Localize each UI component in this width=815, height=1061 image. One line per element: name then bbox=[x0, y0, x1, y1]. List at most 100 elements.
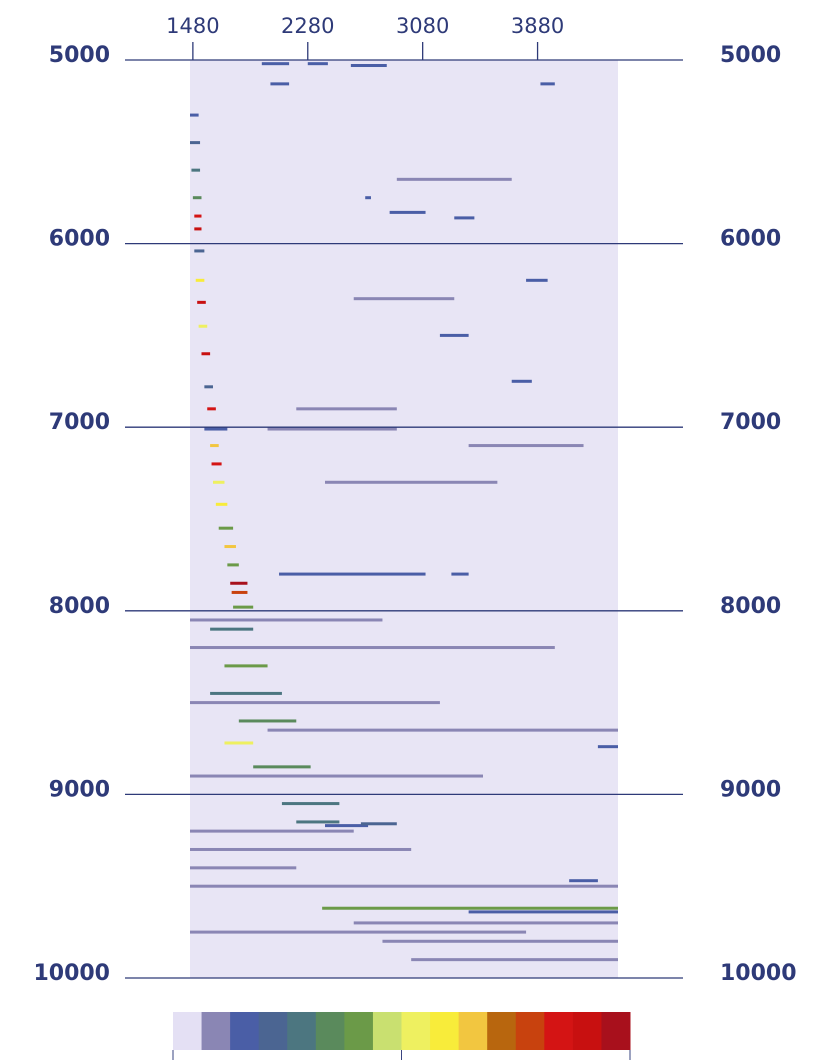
cell bbox=[296, 407, 397, 411]
cell bbox=[218, 526, 234, 530]
cell bbox=[230, 581, 248, 585]
y-tick-label: 10000 bbox=[33, 961, 110, 986]
colorbar-bin bbox=[601, 1012, 631, 1050]
cell bbox=[190, 113, 199, 117]
cell bbox=[204, 385, 213, 389]
cell bbox=[210, 627, 254, 631]
cell bbox=[190, 774, 483, 778]
cell bbox=[207, 407, 216, 411]
cell bbox=[231, 590, 248, 594]
cell bbox=[267, 427, 397, 431]
cell bbox=[270, 82, 290, 86]
y-tick-label-right: 9000 bbox=[720, 777, 781, 802]
x-tick-label: 1480 bbox=[166, 14, 219, 38]
colorbar-bin bbox=[287, 1012, 317, 1050]
cell bbox=[201, 352, 211, 356]
cell bbox=[190, 141, 201, 145]
cell bbox=[389, 210, 426, 214]
cell bbox=[511, 379, 532, 383]
colorbar-bin bbox=[487, 1012, 517, 1050]
cell bbox=[325, 824, 369, 828]
cell bbox=[195, 278, 205, 282]
x-tick-label: 3880 bbox=[511, 14, 564, 38]
y-tick-label: 6000 bbox=[49, 227, 110, 252]
cell bbox=[597, 745, 618, 749]
cell bbox=[468, 444, 584, 448]
cell bbox=[233, 605, 254, 609]
cell bbox=[190, 646, 555, 650]
colorbar-bin bbox=[315, 1012, 345, 1050]
cell bbox=[451, 572, 469, 576]
cell bbox=[261, 62, 290, 66]
cell bbox=[211, 462, 222, 466]
cell bbox=[281, 802, 340, 806]
cell bbox=[540, 82, 555, 86]
colorbar-bin bbox=[173, 1012, 203, 1050]
cell bbox=[353, 297, 455, 301]
cell bbox=[204, 427, 228, 431]
cell bbox=[215, 502, 228, 506]
colorbar-bin bbox=[458, 1012, 488, 1050]
y-tick-label-right: 10000 bbox=[720, 961, 797, 986]
cell bbox=[190, 884, 618, 888]
cell bbox=[360, 822, 397, 826]
x-tick-label: 3080 bbox=[396, 14, 449, 38]
cell bbox=[526, 278, 548, 282]
cell bbox=[190, 829, 354, 833]
cell bbox=[210, 444, 219, 448]
cell bbox=[365, 196, 371, 200]
cell bbox=[224, 664, 268, 668]
cell bbox=[382, 939, 618, 943]
y-tick-label: 8000 bbox=[49, 594, 110, 619]
cell bbox=[353, 921, 618, 925]
cell bbox=[191, 168, 201, 172]
y-tick-label-right: 7000 bbox=[720, 410, 781, 435]
cell bbox=[224, 545, 236, 549]
colorbar-bin bbox=[230, 1012, 260, 1050]
cell bbox=[411, 958, 618, 962]
y-tick-label-right: 6000 bbox=[720, 227, 781, 252]
cell bbox=[296, 820, 340, 824]
cell bbox=[198, 324, 208, 328]
cell bbox=[194, 214, 202, 218]
colorbar-bin bbox=[430, 1012, 460, 1050]
cell bbox=[396, 177, 512, 181]
colorbar-bin bbox=[372, 1012, 402, 1050]
cell bbox=[190, 866, 297, 870]
y-tick-label-right: 8000 bbox=[720, 594, 781, 619]
colorbar-bin bbox=[258, 1012, 288, 1050]
cell bbox=[267, 728, 618, 732]
colorbar-bin bbox=[401, 1012, 431, 1050]
cell bbox=[197, 300, 206, 304]
cell bbox=[194, 227, 202, 231]
cell bbox=[468, 910, 618, 914]
y-tick-label-right: 5000 bbox=[720, 43, 781, 68]
y-tick-label: 7000 bbox=[49, 410, 110, 435]
cell bbox=[224, 741, 254, 745]
cell bbox=[325, 480, 498, 484]
cell bbox=[307, 62, 328, 66]
x-tick-label: 2280 bbox=[281, 14, 334, 38]
cell bbox=[569, 879, 598, 883]
cell bbox=[322, 906, 618, 910]
cell bbox=[238, 719, 297, 723]
colorbar-bin bbox=[544, 1012, 574, 1050]
cell bbox=[454, 216, 475, 220]
cell bbox=[212, 480, 225, 484]
cell bbox=[190, 847, 412, 851]
y-tick-label: 5000 bbox=[49, 43, 110, 68]
cell bbox=[192, 196, 202, 200]
cell bbox=[439, 333, 469, 337]
colorbar-bin bbox=[201, 1012, 231, 1050]
cell bbox=[253, 765, 311, 769]
colorbar-bin bbox=[572, 1012, 602, 1050]
cell bbox=[194, 249, 205, 253]
plot-background bbox=[190, 60, 618, 978]
cell bbox=[190, 618, 383, 622]
y-tick-label: 9000 bbox=[49, 777, 110, 802]
cell bbox=[350, 64, 387, 68]
cell bbox=[190, 930, 527, 934]
cell bbox=[190, 701, 440, 705]
colorbar-bin bbox=[344, 1012, 374, 1050]
